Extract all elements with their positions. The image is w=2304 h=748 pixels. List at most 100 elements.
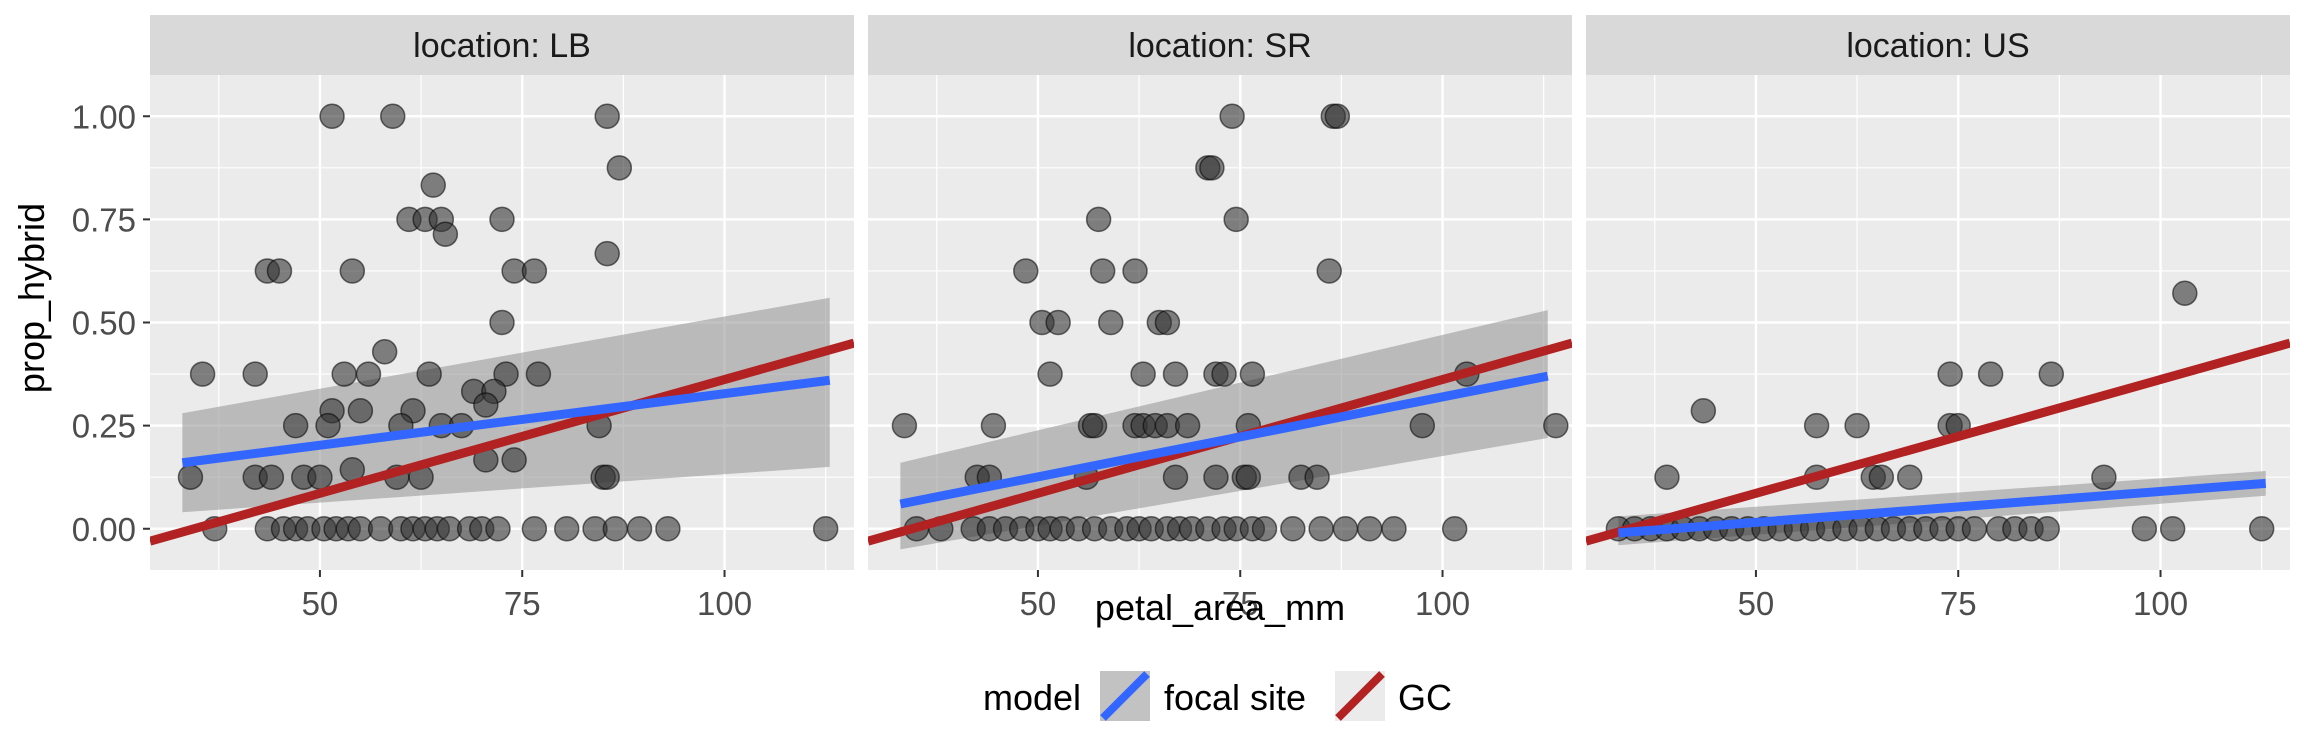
legend-title: model — [983, 677, 1081, 718]
y-tick-label: 0.75 — [72, 201, 136, 238]
data-point — [1174, 412, 1201, 439]
data-point — [1203, 464, 1229, 490]
data-point — [1219, 103, 1245, 129]
gc-fit-line — [1586, 338, 2290, 546]
data-point — [1543, 412, 1569, 439]
data-point — [1045, 309, 1071, 336]
y-tick-label: 1.00 — [72, 98, 136, 135]
data-point — [594, 103, 620, 129]
y-axis-title: prop_hybrid — [11, 203, 52, 393]
data-point — [1977, 361, 2004, 387]
data-point — [2131, 516, 2158, 542]
data-point — [489, 206, 515, 233]
data-point — [242, 361, 268, 387]
data-point — [1961, 516, 1988, 542]
data-point — [1324, 103, 1351, 129]
focal-site-fit-line — [181, 375, 831, 468]
data-point — [315, 412, 341, 439]
x-tick-label: 100 — [697, 585, 752, 622]
y-tick-label: 0.50 — [72, 305, 136, 342]
facet-strip-label: location: US — [1846, 27, 2029, 65]
data-point — [2038, 361, 2065, 387]
data-point — [1239, 361, 1266, 387]
x-tick-label: 100 — [2133, 585, 2188, 622]
data-point — [1316, 258, 1342, 284]
data-point — [432, 221, 459, 247]
data-point — [606, 155, 633, 181]
data-point — [1098, 309, 1124, 336]
facet-strip — [150, 15, 854, 75]
data-point — [355, 361, 382, 387]
data-point — [1223, 206, 1249, 233]
x-tick-label: 75 — [1940, 585, 1977, 622]
data-point — [1199, 155, 1225, 181]
data-point — [2091, 464, 2117, 490]
data-point — [1211, 361, 1237, 387]
panel-content — [868, 103, 1572, 550]
data-point — [553, 516, 580, 542]
data-point — [1937, 361, 1963, 387]
data-point — [812, 516, 839, 542]
data-point — [1013, 258, 1039, 284]
data-point — [258, 464, 285, 490]
data-point — [1654, 464, 1680, 490]
data-point — [2159, 516, 2186, 542]
x-tick-label: 75 — [504, 585, 541, 622]
data-point — [1690, 398, 1717, 424]
panel-lb: location: LB 50 75 100 0.00 0.25 0.50 0.75 1.00 — [72, 15, 854, 622]
data-point — [339, 258, 366, 284]
data-point — [371, 339, 398, 365]
data-point — [2248, 516, 2275, 542]
data-point — [501, 447, 527, 473]
data-point — [416, 361, 442, 387]
x-tick-label: 75 — [1222, 585, 1259, 622]
data-point — [1381, 516, 1407, 542]
data-point — [1251, 516, 1278, 542]
data-point — [319, 103, 345, 129]
panel-sr: location: SR 50 75 100 — [868, 15, 1572, 622]
data-point — [2034, 516, 2060, 542]
x-tick-label: 100 — [1415, 585, 1470, 622]
x-tick-label: 50 — [302, 585, 339, 622]
legend-label-focal-site: focal site — [1164, 677, 1306, 718]
data-point — [525, 361, 552, 387]
facet-strip — [1586, 15, 2290, 75]
facet-strip-label: location: LB — [413, 27, 591, 65]
data-point — [1162, 361, 1189, 387]
y-tick-label: 0.25 — [72, 408, 136, 445]
data-point — [602, 516, 629, 542]
data-point — [521, 516, 548, 542]
legend: model focal site GC — [983, 671, 1452, 721]
data-point — [1130, 361, 1156, 387]
gc-fit-line — [150, 338, 854, 546]
focal-site-fit-line — [899, 371, 1549, 509]
data-point — [1280, 516, 1306, 542]
data-point — [1409, 412, 1436, 439]
data-point — [1162, 464, 1189, 490]
panel-content — [150, 103, 854, 546]
data-point — [1844, 412, 1870, 439]
data-point — [1089, 258, 1116, 284]
focal-site-fit-line — [1618, 478, 2267, 538]
data-point — [420, 172, 446, 198]
data-point — [594, 240, 620, 267]
panel-us: location: US 50 75 100 — [1586, 15, 2290, 622]
data-point — [1122, 258, 1148, 284]
confidence-band — [182, 297, 830, 513]
data-point — [177, 464, 204, 490]
data-point — [489, 309, 515, 336]
x-axis-title: petal_area_mm — [1095, 587, 1345, 628]
data-point — [493, 361, 519, 387]
data-point — [1441, 516, 1468, 542]
data-point — [626, 516, 653, 542]
data-point — [1037, 361, 1063, 387]
data-point — [1235, 464, 1262, 490]
data-point — [1308, 516, 1334, 542]
x-tick-label: 50 — [1020, 585, 1057, 622]
data-point — [2172, 280, 2198, 306]
data-point — [1154, 309, 1181, 336]
data-point — [1896, 464, 1923, 490]
legend-key-gc — [1335, 671, 1385, 721]
